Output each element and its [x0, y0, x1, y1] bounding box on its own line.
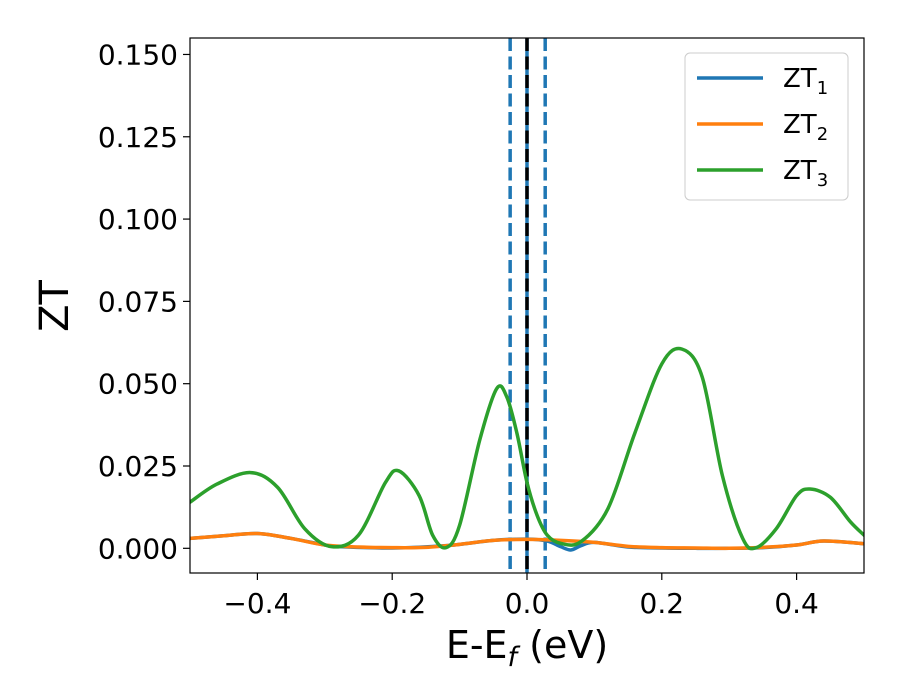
y-axis-label: ZT	[32, 280, 78, 332]
legend-box	[684, 52, 849, 201]
legend: ZT1 ZT2 ZT3	[684, 52, 849, 201]
x-axis-label-main: E-E	[446, 623, 508, 667]
y-tick-label: 0.000	[98, 532, 178, 565]
y-tick-label: 0.075	[98, 285, 178, 318]
legend-label: ZT3	[783, 156, 828, 191]
legend-label: ZT2	[783, 110, 828, 145]
x-tick-label: 0.2	[640, 587, 685, 620]
y-tick-label: 0.100	[98, 203, 178, 236]
y-tick-label: 0.025	[98, 450, 178, 483]
x-tick-label: −0.2	[358, 587, 426, 620]
x-axis-label: E-Ef (eV)	[446, 623, 608, 673]
y-tick-label: 0.150	[98, 38, 178, 71]
y-tick-label: 0.050	[98, 368, 178, 401]
y-tick-label: 0.125	[98, 121, 178, 154]
legend-label: ZT1	[783, 64, 828, 99]
x-tick-label: −0.4	[223, 587, 291, 620]
x-tick-label: 0.0	[505, 587, 550, 620]
series-line-zt3	[190, 346, 864, 551]
x-axis-label-suffix: (eV)	[517, 623, 608, 667]
x-tick-label: 0.4	[774, 587, 819, 620]
